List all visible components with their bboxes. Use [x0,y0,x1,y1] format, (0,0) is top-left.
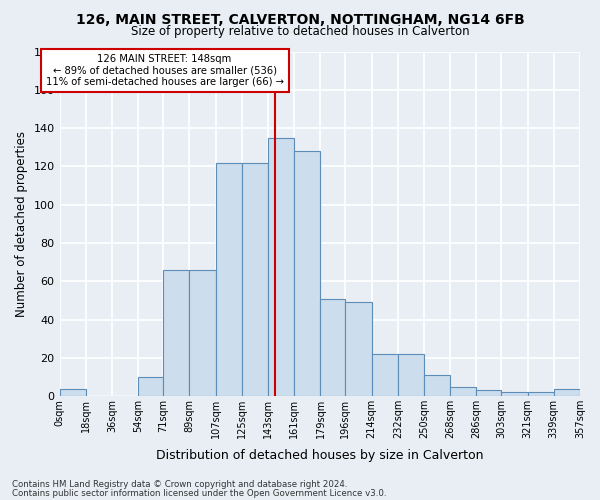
Text: Contains HM Land Registry data © Crown copyright and database right 2024.: Contains HM Land Registry data © Crown c… [12,480,347,489]
X-axis label: Distribution of detached houses by size in Calverton: Distribution of detached houses by size … [156,450,484,462]
Bar [215,162,242,396]
Text: 126, MAIN STREET, CALVERTON, NOTTINGHAM, NG14 6FB: 126, MAIN STREET, CALVERTON, NOTTINGHAM,… [76,12,524,26]
Bar [450,386,476,396]
Bar [501,392,527,396]
Bar [424,375,450,396]
Bar [527,392,554,396]
Text: 126 MAIN STREET: 148sqm
← 89% of detached houses are smaller (536)
11% of semi-d: 126 MAIN STREET: 148sqm ← 89% of detache… [46,54,284,88]
Y-axis label: Number of detached properties: Number of detached properties [15,131,28,317]
Bar [371,354,398,396]
Bar [242,162,268,396]
Bar [59,388,86,396]
Bar [320,298,345,396]
Bar [189,270,215,396]
Bar [345,302,371,396]
Bar [138,377,163,396]
Text: Contains public sector information licensed under the Open Government Licence v3: Contains public sector information licen… [12,488,386,498]
Bar [398,354,424,396]
Text: Size of property relative to detached houses in Calverton: Size of property relative to detached ho… [131,25,469,38]
Bar [294,151,320,396]
Bar [163,270,189,396]
Bar [476,390,501,396]
Bar [268,138,294,396]
Bar [554,388,580,396]
